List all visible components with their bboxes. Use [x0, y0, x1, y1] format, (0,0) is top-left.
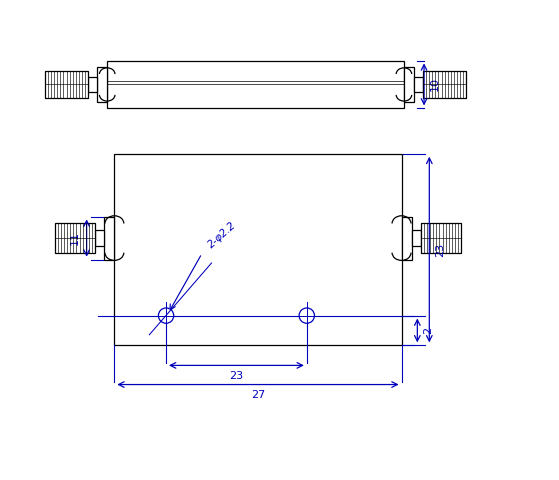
Text: 2-φ2.2: 2-φ2.2 [207, 220, 239, 250]
Bar [88, 77, 97, 92]
Text: 2: 2 [423, 327, 433, 334]
Text: 27: 27 [251, 390, 265, 400]
Text: 23: 23 [229, 371, 244, 381]
Bar [423, 71, 466, 98]
Bar [107, 60, 404, 108]
Bar [55, 223, 95, 253]
Bar [97, 67, 107, 102]
Bar [404, 67, 414, 102]
Bar [412, 230, 421, 246]
Text: 23: 23 [435, 242, 446, 257]
Bar [401, 216, 412, 260]
Bar [95, 230, 104, 246]
Text: 10: 10 [430, 77, 440, 92]
Bar [421, 223, 461, 253]
Text: 11: 11 [69, 231, 79, 245]
Circle shape [158, 308, 174, 323]
Circle shape [299, 308, 315, 323]
Bar [104, 216, 115, 260]
Bar [414, 77, 423, 92]
Bar [45, 71, 88, 98]
Bar [115, 154, 401, 345]
